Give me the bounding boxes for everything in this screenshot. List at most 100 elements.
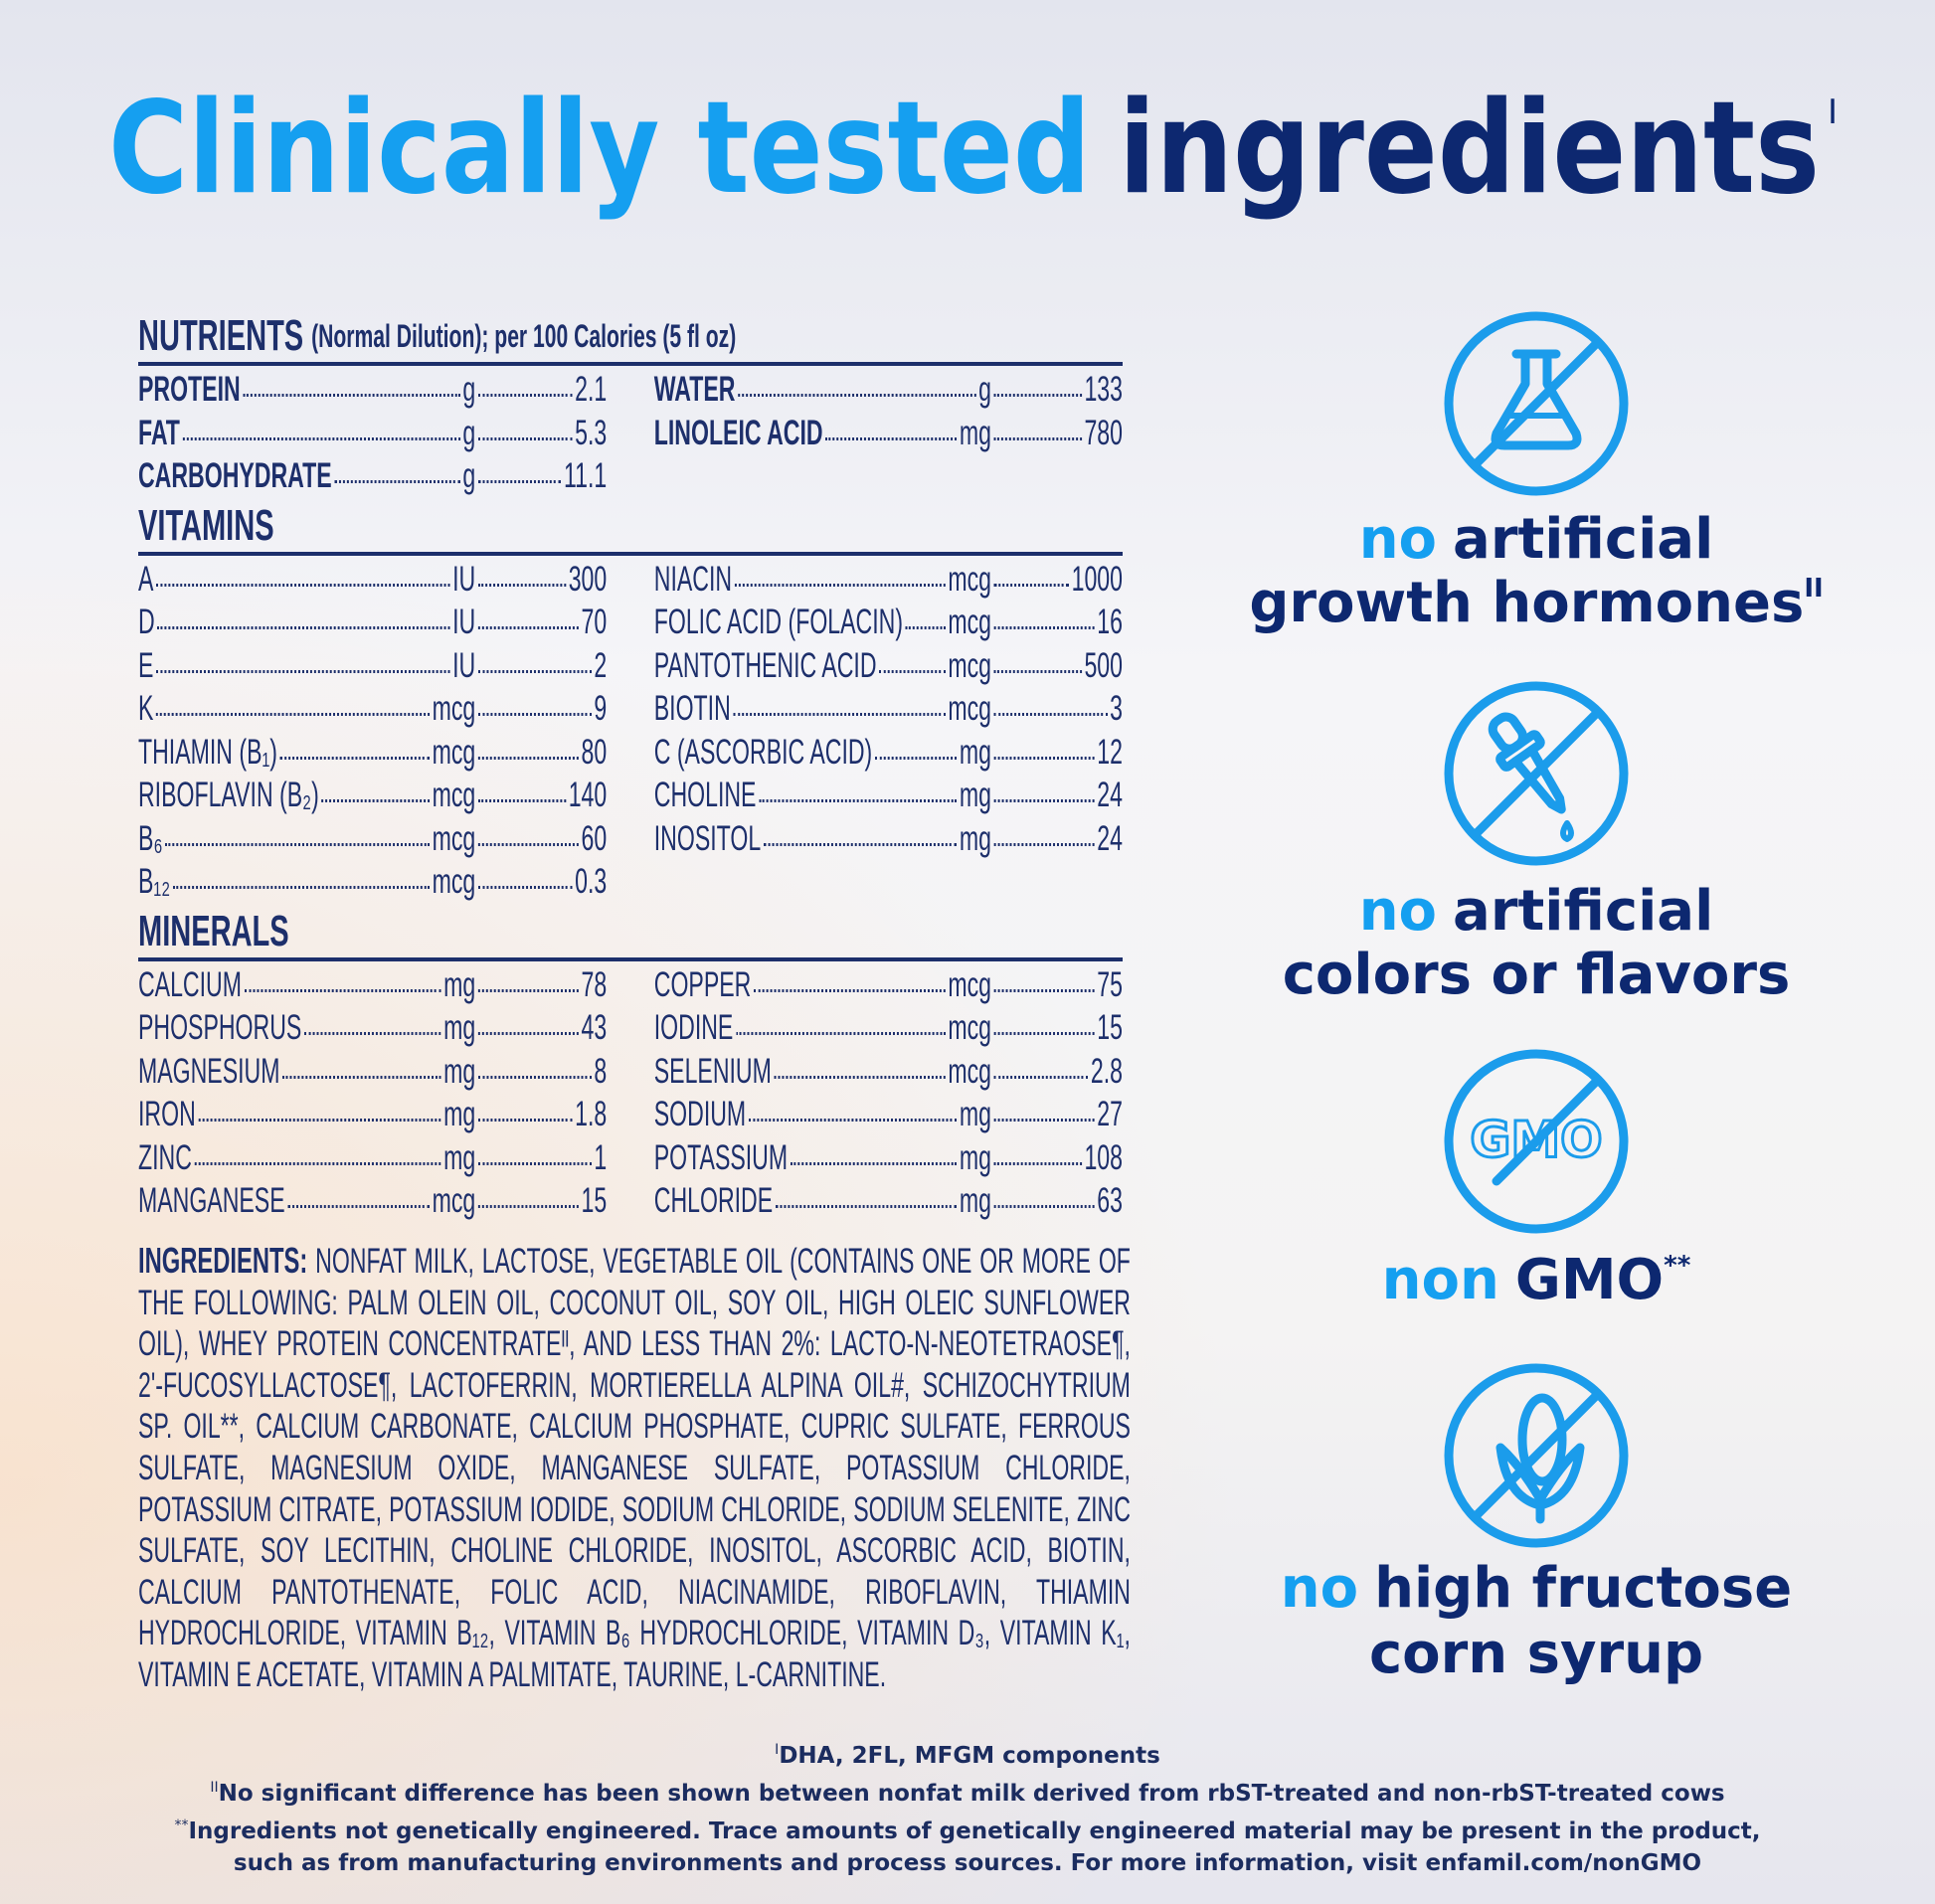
nutrient-unit: mcg [432,1181,476,1220]
footnote-mark: ** [174,1817,189,1833]
nutrient-name: THIAMIN (B₁) [138,732,277,772]
leader [993,842,1095,846]
value-box: 24 [991,817,1123,861]
leader [321,799,430,802]
nutrient-row: PHOSPHORUS mg 43 [138,1006,607,1050]
leader [477,1205,579,1208]
value-box: 9 [475,687,607,731]
value-box: 78 [475,963,607,1007]
leader [993,1032,1095,1035]
nutrient-unit: mg [443,964,476,1004]
claim-line: non GMO** [1382,1248,1691,1312]
leader [477,626,579,629]
nutrient-value: 108 [1084,1137,1123,1177]
footnote: such as from manufacturing environments … [0,1847,1935,1879]
value-box: 5.3 [475,412,607,455]
nutrient-name: SELENIUM [653,1051,772,1091]
nutrient-unit: mcg [432,732,476,772]
section-heading: NUTRIENTS (Normal Dilution); per 100 Calo… [138,308,1123,366]
value-box: 108 [991,1136,1123,1180]
leader [165,842,430,846]
section-heading: MINERALS [138,904,1123,961]
nutrient-value: 15 [581,1181,608,1220]
value-box: 500 [991,644,1123,688]
value-box: 300 [475,558,607,602]
leader [172,886,430,889]
nutrient-value: 5.3 [575,413,608,452]
leader [243,394,460,397]
leader [156,583,450,587]
claim-highlight: no [1281,1556,1358,1621]
leader [759,799,958,802]
value-box: 12 [991,731,1123,775]
nutrient-row: FOLIC ACID (FOLACIN) mcg 16 [654,601,1123,644]
footnote: IINo significant difference has been sho… [0,1772,1935,1810]
nutrient-name: B₁₂ [138,862,171,901]
nutrient-row: LINOLEIC ACID mg 780 [654,412,1123,455]
leader [993,1205,1095,1208]
leader [477,436,573,440]
leader [993,799,1095,802]
leader [279,756,430,760]
leader [477,713,592,716]
leader [993,583,1069,587]
value-box: 24 [991,774,1123,817]
leader [738,394,976,397]
nutrient-unit: mcg [948,689,992,728]
leader [790,1161,958,1165]
nutrient-row: SELENIUM mcg 2.8 [654,1050,1123,1094]
nutrient-value: 2.8 [1090,1051,1123,1091]
nutrient-row: MANGANESE mcg 15 [138,1179,607,1223]
nutrient-table: NUTRIENTS (Normal Dilution); per 100 Calo… [138,308,1123,1223]
leader [303,1032,441,1035]
nutrient-value: 8 [594,1051,608,1091]
icon-non-gmo [1444,1049,1629,1234]
claim-text: colors or flavors [1283,943,1791,1007]
value-box: 15 [991,1006,1123,1050]
nutrient-value: 1000 [1071,559,1123,599]
section-heading: VITAMINS [138,498,1123,556]
footnote-text: No significant difference has been shown… [218,1781,1725,1807]
value-box: 15 [475,1179,607,1223]
nutrient-value: 12 [1097,732,1123,772]
footnote-text: DHA, 2FL, MFGM components [779,1743,1160,1769]
claim-line: colors or flavors [1283,943,1791,1007]
nutrient-name: CHOLINE [653,776,757,814]
nutrient-unit: mcg [948,1008,992,1047]
nutrient-name: PROTEIN [138,370,241,409]
claim-highlight: non [1382,1248,1499,1312]
leader [477,1075,592,1079]
claim-line: corn syrup [1369,1622,1703,1686]
claim-mark: II [1804,574,1823,604]
nutrient-value: 24 [1097,818,1123,858]
claim-line: no high fructose [1281,1556,1792,1621]
icon-text: GMO [1470,1112,1602,1169]
nutrient-row: PANTOTHENIC ACID mcg 500 [654,644,1123,688]
leader [477,756,579,760]
nutrient-unit: mcg [432,776,476,814]
nutrient-name: B₆ [138,818,163,858]
nutrient-value: 9 [594,689,608,728]
leader [993,988,1095,992]
claim-line: no artificial [1359,879,1714,944]
nutrient-row: E IU 2 [138,644,607,688]
nutrient-name: RIBOFLAVIN (B₂) [138,776,319,814]
ingredients-text: NONFAT MILK, LACTOSE, VEGETABLE OIL (CON… [138,1242,1131,1694]
nutrient-unit: IU [452,645,476,685]
leader [334,480,460,483]
nutrient-unit: mg [443,1095,476,1133]
leader [733,713,946,716]
value-box: 80 [475,731,607,775]
leader [993,1119,1095,1122]
nutrient-name: D [138,603,155,641]
nutrient-value: 80 [581,732,608,772]
nutrient-row: D IU 70 [138,601,607,644]
nutrient-value: 78 [581,964,608,1004]
nutrient-name: LINOLEIC ACID [653,413,823,452]
leader [156,669,450,673]
value-box: 11.1 [475,454,607,498]
leader [477,583,567,587]
nutrient-value: 63 [1097,1181,1123,1220]
nutrient-value: 15 [1097,1008,1123,1047]
